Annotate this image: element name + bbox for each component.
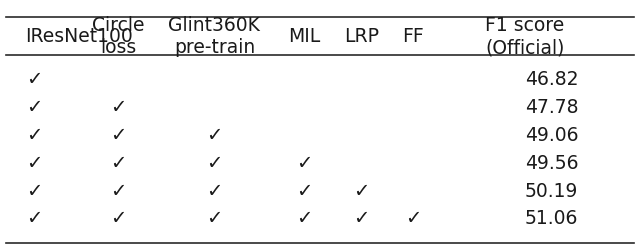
- Text: ✓: ✓: [206, 153, 223, 172]
- Text: LRP: LRP: [344, 27, 379, 46]
- Text: ✓: ✓: [353, 208, 370, 228]
- Text: Glint360K
pre-train: Glint360K pre-train: [168, 16, 260, 57]
- Text: ✓: ✓: [26, 181, 42, 200]
- Text: ✓: ✓: [353, 181, 370, 200]
- Text: 51.06: 51.06: [525, 208, 578, 228]
- Text: ✓: ✓: [206, 181, 223, 200]
- Text: ✓: ✓: [26, 98, 42, 117]
- Text: ✓: ✓: [26, 125, 42, 144]
- Text: ✓: ✓: [110, 208, 127, 228]
- Text: ✓: ✓: [110, 125, 127, 144]
- Text: 49.56: 49.56: [525, 153, 579, 172]
- Text: ✓: ✓: [110, 181, 127, 200]
- Text: 49.06: 49.06: [525, 125, 579, 144]
- Text: ✓: ✓: [206, 208, 223, 228]
- Text: ✓: ✓: [26, 208, 42, 228]
- Text: ✓: ✓: [296, 208, 312, 228]
- Text: 50.19: 50.19: [525, 181, 578, 200]
- Text: MIL: MIL: [288, 27, 320, 46]
- Text: 47.78: 47.78: [525, 98, 579, 117]
- Text: ✓: ✓: [110, 153, 127, 172]
- Text: F1 score
(Official): F1 score (Official): [485, 16, 564, 57]
- Text: IResNet100: IResNet100: [26, 27, 133, 46]
- Text: ✓: ✓: [296, 153, 312, 172]
- Text: FF: FF: [402, 27, 424, 46]
- Text: ✓: ✓: [296, 181, 312, 200]
- Text: Circle
loss: Circle loss: [92, 16, 145, 57]
- Text: ✓: ✓: [110, 98, 127, 117]
- Text: ✓: ✓: [26, 153, 42, 172]
- Text: ✓: ✓: [206, 125, 223, 144]
- Text: ✓: ✓: [404, 208, 421, 228]
- Text: ✓: ✓: [26, 70, 42, 89]
- Text: 46.82: 46.82: [525, 70, 579, 89]
